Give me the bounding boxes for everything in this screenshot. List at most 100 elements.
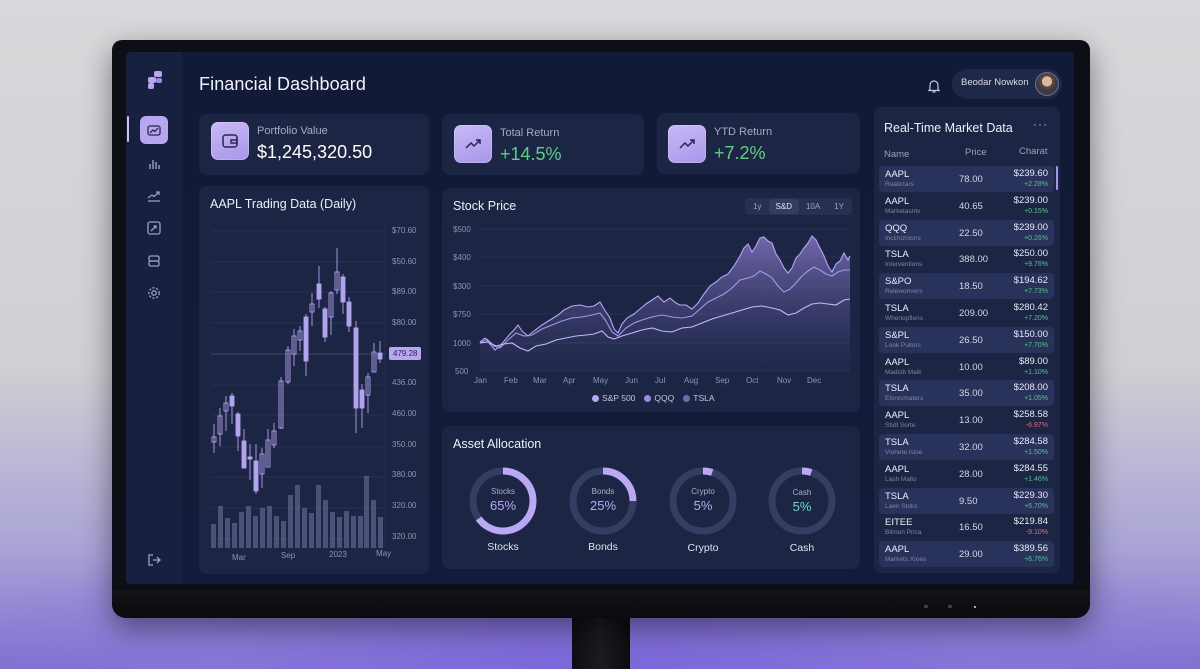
x-axis-label: Oct — [746, 376, 759, 385]
market-row[interactable]: AAPL Madisb Malk 10.00 $89.00 +1.10% — [879, 354, 1054, 380]
chart-legend: S&P 500 QQQ TSLA — [592, 393, 715, 403]
ticker-subtitle: Markets Xioes — [885, 556, 927, 564]
monitor-stand — [572, 610, 630, 669]
market-row[interactable]: AAPL Markets Xioes 29.00 $389.56 +6.76% — [879, 541, 1054, 568]
ticker-value: $280.42 — [1013, 302, 1048, 313]
ticker-subtitle: Elonrcmaters — [885, 395, 924, 403]
market-row[interactable]: AAPL Sbdl Sorte 13.00 $258.58 -6.97% — [879, 407, 1054, 433]
ticker-subtitle: Incimiznions — [885, 234, 921, 242]
x-axis-label: Apr — [563, 376, 576, 385]
sidebar-item-trends[interactable] — [140, 182, 168, 210]
ticker-value: $239.00 — [1013, 194, 1048, 206]
ticker-price: 29.00 — [959, 549, 983, 561]
ticker-subtitle: Sbdl Sorte — [885, 422, 916, 430]
x-axis-label: May — [593, 376, 609, 385]
ticker-price: 35.00 — [959, 388, 983, 400]
market-row[interactable]: AAPL Marketasntv 40.65 $239.00 +0.15% — [879, 193, 1054, 219]
x-axis-label: Dec — [807, 376, 822, 385]
market-row[interactable]: TSLA Interventions 388.00 $250.00 +9.76% — [879, 246, 1054, 272]
monitor-bezel-bottom — [112, 590, 1090, 618]
ticker-change: +7.70% — [1024, 341, 1048, 349]
x-axis-label: Nov — [777, 376, 792, 385]
ticker-price: 18.50 — [959, 281, 983, 293]
market-data-panel: Real-Time Market Data ··· Name Price Cha… — [874, 107, 1060, 573]
sidebar-item-analytics[interactable] — [140, 150, 168, 178]
y-axis-label: $89.00 — [392, 287, 417, 296]
y-axis-label: $70.60 — [392, 226, 417, 235]
y-axis-label: 380.00 — [392, 470, 417, 479]
donut-label: Stocks — [490, 487, 515, 496]
sidebar-item-dashboard[interactable] — [140, 116, 168, 144]
power-led — [974, 606, 976, 608]
market-row[interactable]: TSLA Viohete Isloe 32.00 $284.58 +1.50% — [879, 434, 1054, 460]
more-icon[interactable]: ··· — [1033, 117, 1048, 131]
market-row[interactable]: EITEE Blimon Prica 16.50 $219.84 -9.10% — [879, 514, 1054, 540]
ticker-change: -9.10% — [1025, 529, 1048, 537]
logout-button[interactable] — [140, 546, 168, 574]
ticker-value: $194.62 — [1013, 275, 1048, 287]
donut-bonds — [569, 467, 637, 535]
y-axis-label: $400 — [453, 253, 471, 262]
ticker-value: $229.30 — [1013, 489, 1048, 501]
candlestick-card: AAPL Trading Data (Daily) — [199, 186, 429, 574]
market-row[interactable]: AAPL Lash Mallo 28.00 $284.55 +1.46% — [879, 461, 1054, 487]
x-axis-label: Mar — [533, 376, 547, 385]
market-row[interactable]: S&PO Relewonvers 18.50 $194.62 +7.73% — [879, 273, 1054, 300]
monitor: Financial Dashboard Beodar Nowkon Portfo… — [112, 40, 1090, 618]
legend-item-qqq[interactable]: QQQ — [644, 393, 674, 403]
sidebar-item-reports[interactable] — [140, 214, 168, 242]
range-toggle-1y[interactable]: 1y — [753, 202, 762, 211]
column-header-change: Charat — [1019, 146, 1048, 157]
ticker-symbol: TSLA — [885, 383, 909, 395]
trend-up-icon — [454, 125, 492, 163]
ticker-price: 26.50 — [959, 334, 983, 346]
y-axis-label: $50.60 — [392, 257, 417, 266]
column-header-price: Price — [965, 147, 987, 158]
market-row[interactable]: S&PL Look Pullors 26.50 $150.00 +7.70% — [879, 326, 1054, 353]
ticker-change: +1.05% — [1024, 395, 1048, 403]
sidebar-item-settings[interactable] — [140, 279, 168, 307]
y-axis-label: 500 — [455, 367, 469, 376]
ticker-subtitle: Relewonvers — [885, 288, 923, 296]
ticker-symbol: AAPL — [885, 410, 910, 422]
y-axis-label: $80.00 — [392, 318, 417, 327]
range-toggle-1Y[interactable]: 1Y — [834, 202, 844, 211]
market-row[interactable]: TSLA Laen Stoks 9.50 $229.30 +6.70% — [879, 487, 1054, 514]
asset-allocation-card: Asset Allocation Stocks 65% Stocks Bonds… — [442, 426, 860, 569]
legend-item-tsla[interactable]: TSLA — [683, 393, 715, 403]
allocation-caption: Stocks — [487, 541, 519, 553]
ticker-price: 13.00 — [959, 415, 983, 427]
ticker-subtitle: Marketasntv — [885, 207, 921, 215]
market-row[interactable]: TSLA Elonrcmaters 35.00 $208.00 +1.05% — [879, 380, 1054, 407]
scrollbar[interactable] — [1056, 166, 1058, 190]
dashboard-screen: Financial Dashboard Beodar Nowkon Portfo… — [126, 52, 1074, 584]
sidebar-item-wallet[interactable] — [140, 247, 168, 275]
market-row[interactable]: TSLA Whenopflens 209.00 $280.42 +7.20% — [879, 300, 1054, 326]
allocation-caption: Bonds — [588, 541, 618, 553]
stat-value: $1,245,320.50 — [257, 142, 373, 162]
logo-icon — [148, 71, 162, 89]
x-axis-label: Feb — [504, 376, 518, 385]
ticker-change: +1.46% — [1024, 475, 1048, 483]
stat-label: Total Return — [500, 127, 560, 139]
ticker-change: +2.28% — [1024, 181, 1048, 188]
y-axis-label: $300 — [453, 282, 471, 291]
ticker-symbol: AAPL — [885, 544, 910, 556]
market-row[interactable]: AAPL Realictars 78.00 $239.60 +2.28% — [879, 166, 1054, 192]
notification-bell-icon[interactable] — [926, 78, 942, 94]
card-title: AAPL Trading Data (Daily) — [210, 197, 357, 211]
ticker-symbol: TSLA — [885, 303, 909, 314]
ticker-symbol: TSLA — [885, 249, 909, 261]
y-axis-label: 320.00 — [392, 532, 417, 541]
ticker-change: -6.97% — [1025, 422, 1048, 430]
ticker-value: $219.84 — [1013, 516, 1048, 528]
market-row[interactable]: QQQ Incimiznions 22.50 $239.00 +0.26% — [879, 219, 1054, 246]
legend-item-sp500[interactable]: S&P 500 — [592, 393, 635, 403]
allocation-caption: Crypto — [687, 542, 719, 554]
current-price-tag: 479.28 — [389, 347, 422, 360]
user-menu[interactable]: Beodar Nowkon — [952, 69, 1062, 99]
range-toggle-sd[interactable]: S&D — [768, 199, 799, 214]
ticker-symbol: AAPL — [885, 356, 910, 368]
gear-icon — [148, 287, 160, 299]
range-toggle-10a[interactable]: 10A — [805, 202, 821, 211]
